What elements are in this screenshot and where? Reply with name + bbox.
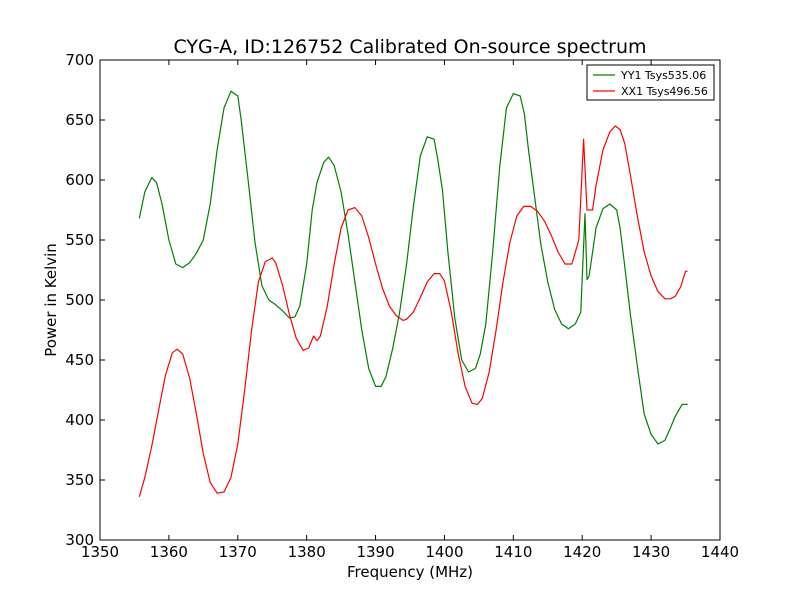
series-lines xyxy=(138,90,688,497)
legend: YY1 Tsys535.06 XX1 Tsys496.56 xyxy=(586,64,715,101)
y-tick-label: 600 xyxy=(65,171,94,189)
legend-label-2: XX1 Tsys496.56 xyxy=(621,85,708,98)
y-tick-label: 300 xyxy=(65,531,94,549)
y-tick-label: 350 xyxy=(65,471,94,489)
x-tick-label: 1410 xyxy=(494,543,532,561)
y-tick-label: 650 xyxy=(65,111,94,129)
chart-title: CYG-A, ID:126752 Calibrated On-source sp… xyxy=(173,36,646,58)
x-tick-label: 1390 xyxy=(356,543,394,561)
y-tick-label: 400 xyxy=(65,411,94,429)
series-line-1 xyxy=(138,90,688,445)
x-axis-label: Frequency (MHz) xyxy=(347,563,473,581)
axis-ticks: 1350 1360 1370 1380 1390 1400 1410 1420 1430 1440… xyxy=(65,51,739,561)
y-tick-label: 450 xyxy=(65,351,94,369)
x-tick-label: 1360 xyxy=(150,543,188,561)
y-tick-label: 500 xyxy=(65,291,94,309)
x-tick-label: 1400 xyxy=(425,543,463,561)
legend-box xyxy=(586,64,715,101)
x-tick-label: 1350 xyxy=(81,543,119,561)
x-tick-label: 1420 xyxy=(563,543,601,561)
x-tick-label: 1430 xyxy=(632,543,670,561)
x-tick-label: 1380 xyxy=(288,543,326,561)
series-line-2 xyxy=(138,125,688,497)
plot-area xyxy=(100,60,720,540)
y-tick-label: 550 xyxy=(65,231,94,249)
legend-label-1: YY1 Tsys535.06 xyxy=(620,69,706,82)
y-axis-label: Power in Kelvin xyxy=(42,243,60,357)
y-tick-label: 700 xyxy=(65,51,94,69)
x-tick-label: 1440 xyxy=(701,543,739,561)
x-tick-label: 1370 xyxy=(219,543,257,561)
